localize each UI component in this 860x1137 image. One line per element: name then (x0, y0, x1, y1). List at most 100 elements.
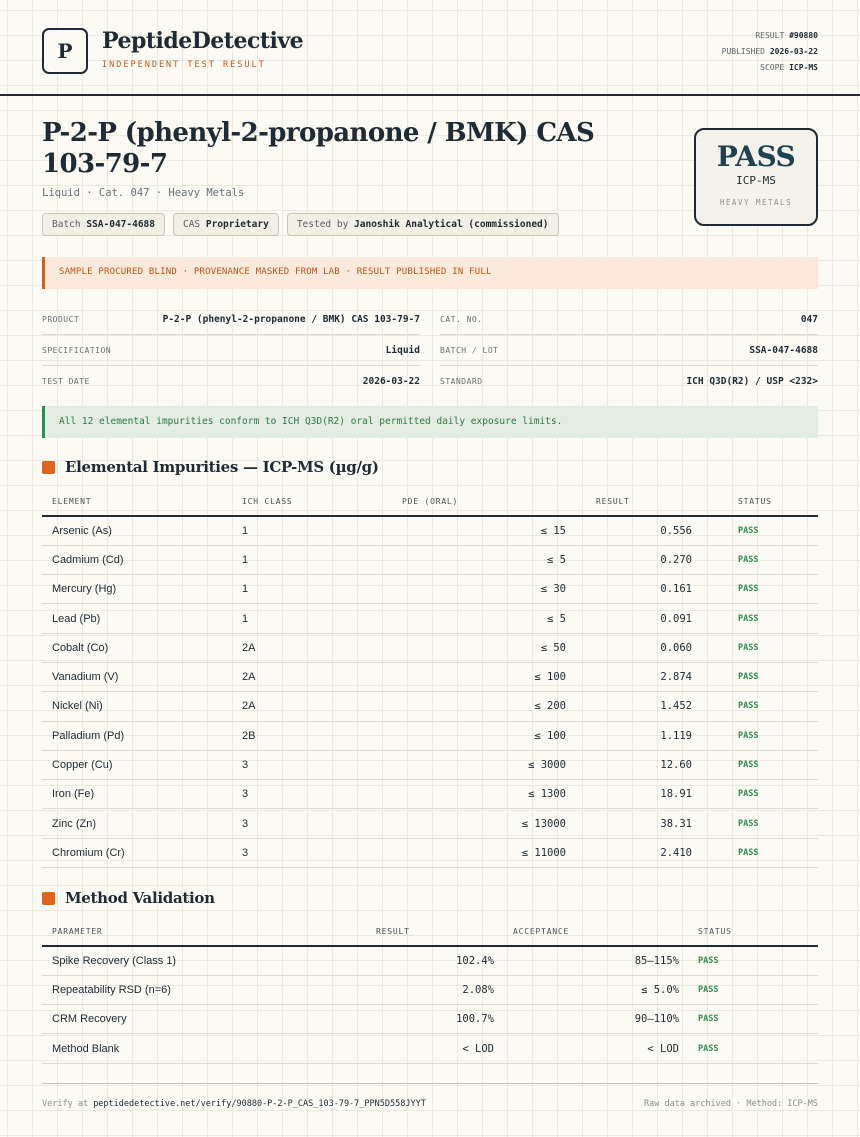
spec-row-specification: SPECIFICATION Liquid (42, 335, 420, 366)
table-header-row: PARAMETER RESULT ACCEPTANCE STATUS (42, 918, 818, 947)
column-header: ACCEPTANCE (494, 918, 679, 947)
status-badge: PASS (696, 633, 818, 663)
table-row: Vanadium (V) 2A ≤ 100 2.874 PASS (42, 662, 818, 693)
spec-key: BATCH / LOT (440, 345, 499, 355)
status-badge: PASS (696, 808, 818, 839)
ich-class: 3 (242, 750, 382, 781)
verify-footer: Verify at peptidedetective.net/verify/90… (42, 1099, 426, 1109)
result-label: RESULT (755, 31, 785, 40)
spec-key: PRODUCT (42, 314, 80, 324)
brand-logo[interactable]: P (42, 28, 88, 74)
table-row: Chromium (Cr) 3 ≤ 11000 2.410 PASS (42, 838, 818, 869)
status-badge: PASS (679, 975, 818, 1006)
spec-value: Liquid (385, 344, 420, 356)
element-name: Mercury (Hg) (42, 574, 242, 605)
column-header: ELEMENT (42, 488, 242, 517)
product-subtitle: Liquid · Cat. 047 · Heavy Metals (42, 187, 245, 199)
ich-class: 1 (242, 545, 382, 576)
table-row: Lead (Pb) 1 ≤ 5 0.091 PASS (42, 603, 818, 634)
info-chips: Batch SSA-047-4688 CAS Proprietary Teste… (42, 213, 559, 236)
status-badge: PASS (679, 1033, 818, 1064)
result-value: 0.556 (566, 516, 696, 546)
table-row: Repeatability RSD (n=6) 2.08% ≤ 5.0% PASS (42, 975, 818, 1006)
spec-row-standard: STANDARD ICH Q3D(R2) / USP <232> (440, 366, 818, 397)
column-header: PARAMETER (42, 918, 352, 947)
procurement-notice: SAMPLE PROCURED BLIND · PROVENANCE MASKE… (42, 257, 818, 289)
result-value: 12.60 (566, 750, 696, 781)
status-badge: PASS (679, 946, 818, 976)
chip-value: Proprietary (205, 219, 269, 230)
result-value: 38.31 (566, 808, 696, 839)
ich-class: 2A (242, 691, 382, 722)
section-marker-icon (42, 460, 55, 474)
spec-key: STANDARD (440, 377, 483, 386)
chip-label: Batch (52, 219, 81, 230)
ich-class: 1 (242, 603, 382, 634)
pde-limit: ≤ 15 (382, 516, 566, 546)
table-row: Mercury (Hg) 1 ≤ 30 0.161 PASS (42, 574, 818, 605)
element-name: Arsenic (As) (42, 516, 242, 546)
footer-method-note: Raw data archived · Method: ICP-MS (644, 1099, 818, 1109)
status-badge: PASS (696, 779, 818, 810)
table-row: Cadmium (Cd) 1 ≤ 5 0.270 PASS (42, 545, 818, 576)
table-row: Iron (Fe) 3 ≤ 1300 18.91 PASS (42, 779, 818, 810)
status-badge: PASS (696, 574, 818, 605)
result-value: 0.161 (566, 574, 696, 605)
result-value: 1.119 (566, 721, 696, 751)
scope-label: SCOPE (760, 63, 785, 72)
column-header: RESULT (566, 488, 696, 517)
pde-limit: ≤ 5 (382, 603, 566, 634)
result-value: 18.91 (566, 779, 696, 810)
element-name: Palladium (Pd) (42, 721, 242, 751)
batch-chip: Batch SSA-047-4688 (42, 213, 165, 236)
element-name: Nickel (Ni) (42, 691, 242, 722)
element-name: Zinc (Zn) (42, 808, 242, 839)
result-value: 2.08% (352, 975, 494, 1006)
spec-row-product: PRODUCT P-2-P (phenyl-2-propanone / BMK) … (42, 304, 420, 335)
scope-value: ICP-MS (789, 63, 818, 72)
acceptance-range: ≤ 5.0% (494, 975, 679, 1006)
parameter-name: CRM Recovery (42, 1004, 352, 1035)
spec-row-batch: BATCH / LOT SSA-047-4688 (440, 335, 818, 366)
verdict-status: PASS (716, 140, 796, 173)
result-value: 102.4% (352, 946, 494, 976)
status-badge: PASS (696, 545, 818, 576)
ich-class: 2A (242, 633, 382, 663)
published-date: 2026-03-22 (769, 47, 818, 56)
ich-class: 1 (242, 574, 382, 605)
pde-limit: ≤ 100 (382, 721, 566, 751)
acceptance-range: 85–115% (494, 946, 679, 976)
status-badge: PASS (696, 516, 818, 546)
section-marker-icon (42, 891, 55, 905)
pde-limit: ≤ 1300 (382, 779, 566, 810)
verify-link[interactable]: peptidedetective.net/verify/90880-P-2-P_… (93, 1099, 426, 1109)
spec-right-column: CAT. NO. 047 BATCH / LOT SSA-047-4688 STAN… (440, 304, 818, 397)
element-name: Lead (Pb) (42, 603, 242, 634)
chip-value: Janoshik Analytical (commissioned) (354, 219, 549, 230)
column-header: PDE (ORAL) (382, 488, 566, 517)
result-value: 0.091 (566, 603, 696, 634)
spec-value: 2026-03-22 (362, 376, 420, 387)
result-value: 0.060 (566, 633, 696, 663)
ich-class: 3 (242, 808, 382, 839)
element-name: Cobalt (Co) (42, 633, 242, 663)
impurities-heading: Elemental Impurities — ICP-MS (µg/g) (42, 458, 379, 476)
pde-limit: ≤ 200 (382, 691, 566, 722)
status-badge: PASS (696, 603, 818, 634)
tested-by-chip: Tested by Janoshik Analytical (commissio… (286, 213, 559, 236)
element-name: Chromium (Cr) (42, 838, 242, 869)
brand-tagline: INDEPENDENT TEST RESULT (102, 60, 266, 70)
table-row: Nickel (Ni) 2A ≤ 200 1.452 PASS (42, 691, 818, 722)
pde-limit: ≤ 100 (382, 662, 566, 693)
table-row: Zinc (Zn) 3 ≤ 13000 38.31 PASS (42, 808, 818, 839)
pde-limit: ≤ 11000 (382, 838, 566, 869)
parameter-name: Spike Recovery (Class 1) (42, 946, 352, 976)
pde-limit: ≤ 13000 (382, 808, 566, 839)
result-value: 2.874 (566, 662, 696, 693)
result-value: 1.452 (566, 691, 696, 722)
acceptance-range: < LOD (494, 1033, 679, 1064)
brand-name[interactable]: PeptideDetective (102, 28, 304, 54)
spec-value: ICH Q3D(R2) / USP <232> (686, 376, 818, 387)
footer-divider (42, 1083, 818, 1084)
result-id: #90880 (789, 31, 818, 40)
